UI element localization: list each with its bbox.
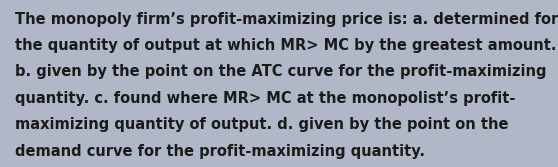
Text: maximizing quantity of output. d. given by the point on the: maximizing quantity of output. d. given … xyxy=(15,117,508,132)
Text: the quantity of output at which MR> MC by the greatest amount.: the quantity of output at which MR> MC b… xyxy=(15,38,556,53)
Text: quantity. c. found where MR> MC at the monopolist’s profit-: quantity. c. found where MR> MC at the m… xyxy=(15,91,516,106)
Text: b. given by the point on the ATC curve for the profit-maximizing: b. given by the point on the ATC curve f… xyxy=(15,64,547,79)
Text: The monopoly firm’s profit-maximizing price is: a. determined for: The monopoly firm’s profit-maximizing pr… xyxy=(15,12,558,27)
Text: demand curve for the profit-maximizing quantity.: demand curve for the profit-maximizing q… xyxy=(15,144,425,159)
